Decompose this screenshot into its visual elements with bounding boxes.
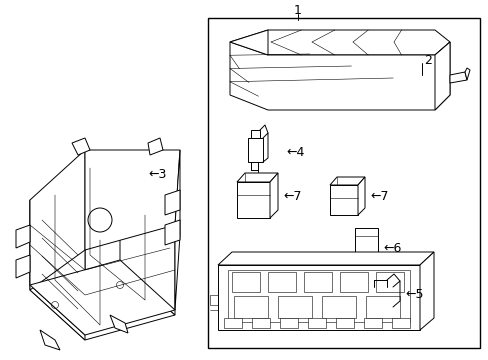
Polygon shape bbox=[329, 177, 364, 185]
Polygon shape bbox=[229, 30, 449, 55]
Polygon shape bbox=[120, 175, 175, 315]
Polygon shape bbox=[30, 200, 85, 340]
Bar bbox=[304, 272, 331, 292]
Bar bbox=[231, 272, 260, 292]
Polygon shape bbox=[464, 68, 469, 80]
Polygon shape bbox=[218, 252, 433, 265]
Polygon shape bbox=[30, 200, 85, 335]
Bar bbox=[365, 296, 399, 318]
Bar bbox=[321, 296, 355, 318]
Polygon shape bbox=[237, 173, 278, 182]
Polygon shape bbox=[164, 190, 180, 215]
Bar bbox=[267, 272, 295, 292]
Text: 2: 2 bbox=[423, 54, 431, 67]
Text: 1: 1 bbox=[293, 4, 301, 18]
Text: ←4: ←4 bbox=[285, 145, 304, 158]
Polygon shape bbox=[30, 150, 85, 290]
Polygon shape bbox=[148, 138, 163, 155]
Polygon shape bbox=[72, 138, 90, 155]
Polygon shape bbox=[237, 182, 269, 218]
Text: ←3: ←3 bbox=[148, 168, 166, 181]
Bar bbox=[278, 296, 311, 318]
Polygon shape bbox=[434, 42, 449, 110]
Polygon shape bbox=[449, 72, 466, 83]
Bar bbox=[391, 318, 409, 328]
Polygon shape bbox=[229, 42, 449, 110]
Text: ←5: ←5 bbox=[404, 288, 423, 302]
Polygon shape bbox=[164, 220, 180, 245]
Polygon shape bbox=[16, 225, 30, 248]
Text: ←7: ←7 bbox=[283, 189, 301, 202]
Polygon shape bbox=[30, 265, 175, 340]
Polygon shape bbox=[30, 260, 175, 335]
Text: ←7: ←7 bbox=[369, 189, 387, 202]
Polygon shape bbox=[229, 30, 267, 55]
Bar bbox=[207, 18, 479, 348]
Bar bbox=[234, 296, 267, 318]
Polygon shape bbox=[329, 185, 357, 215]
Polygon shape bbox=[85, 150, 180, 250]
Bar bbox=[280, 318, 297, 328]
Bar bbox=[335, 318, 353, 328]
Bar bbox=[363, 318, 381, 328]
Bar bbox=[339, 272, 367, 292]
Polygon shape bbox=[419, 252, 433, 330]
Polygon shape bbox=[175, 150, 180, 310]
Polygon shape bbox=[250, 130, 260, 138]
Polygon shape bbox=[110, 315, 128, 333]
Bar bbox=[251, 318, 269, 328]
Bar bbox=[227, 270, 409, 322]
Bar bbox=[375, 272, 403, 292]
Polygon shape bbox=[357, 177, 364, 215]
Polygon shape bbox=[40, 330, 60, 350]
Bar bbox=[224, 318, 242, 328]
Polygon shape bbox=[269, 173, 278, 218]
Text: ←6: ←6 bbox=[382, 242, 401, 255]
Polygon shape bbox=[16, 255, 30, 278]
Polygon shape bbox=[354, 228, 377, 268]
Polygon shape bbox=[218, 265, 419, 330]
Polygon shape bbox=[367, 287, 392, 307]
Bar bbox=[307, 318, 325, 328]
Polygon shape bbox=[247, 138, 263, 162]
